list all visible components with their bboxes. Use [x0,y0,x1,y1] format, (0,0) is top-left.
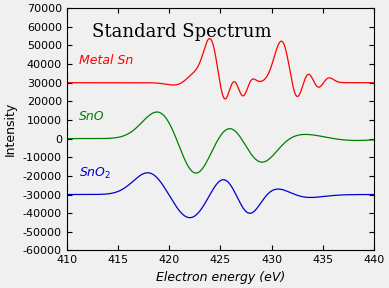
Text: SnO$_2$: SnO$_2$ [79,166,111,181]
Text: Metal Sn: Metal Sn [79,54,133,67]
Text: SnO: SnO [79,110,105,123]
Text: Standard Spectrum: Standard Spectrum [92,23,272,41]
Y-axis label: Intensity: Intensity [4,102,17,156]
X-axis label: Electron energy (eV): Electron energy (eV) [156,271,285,284]
